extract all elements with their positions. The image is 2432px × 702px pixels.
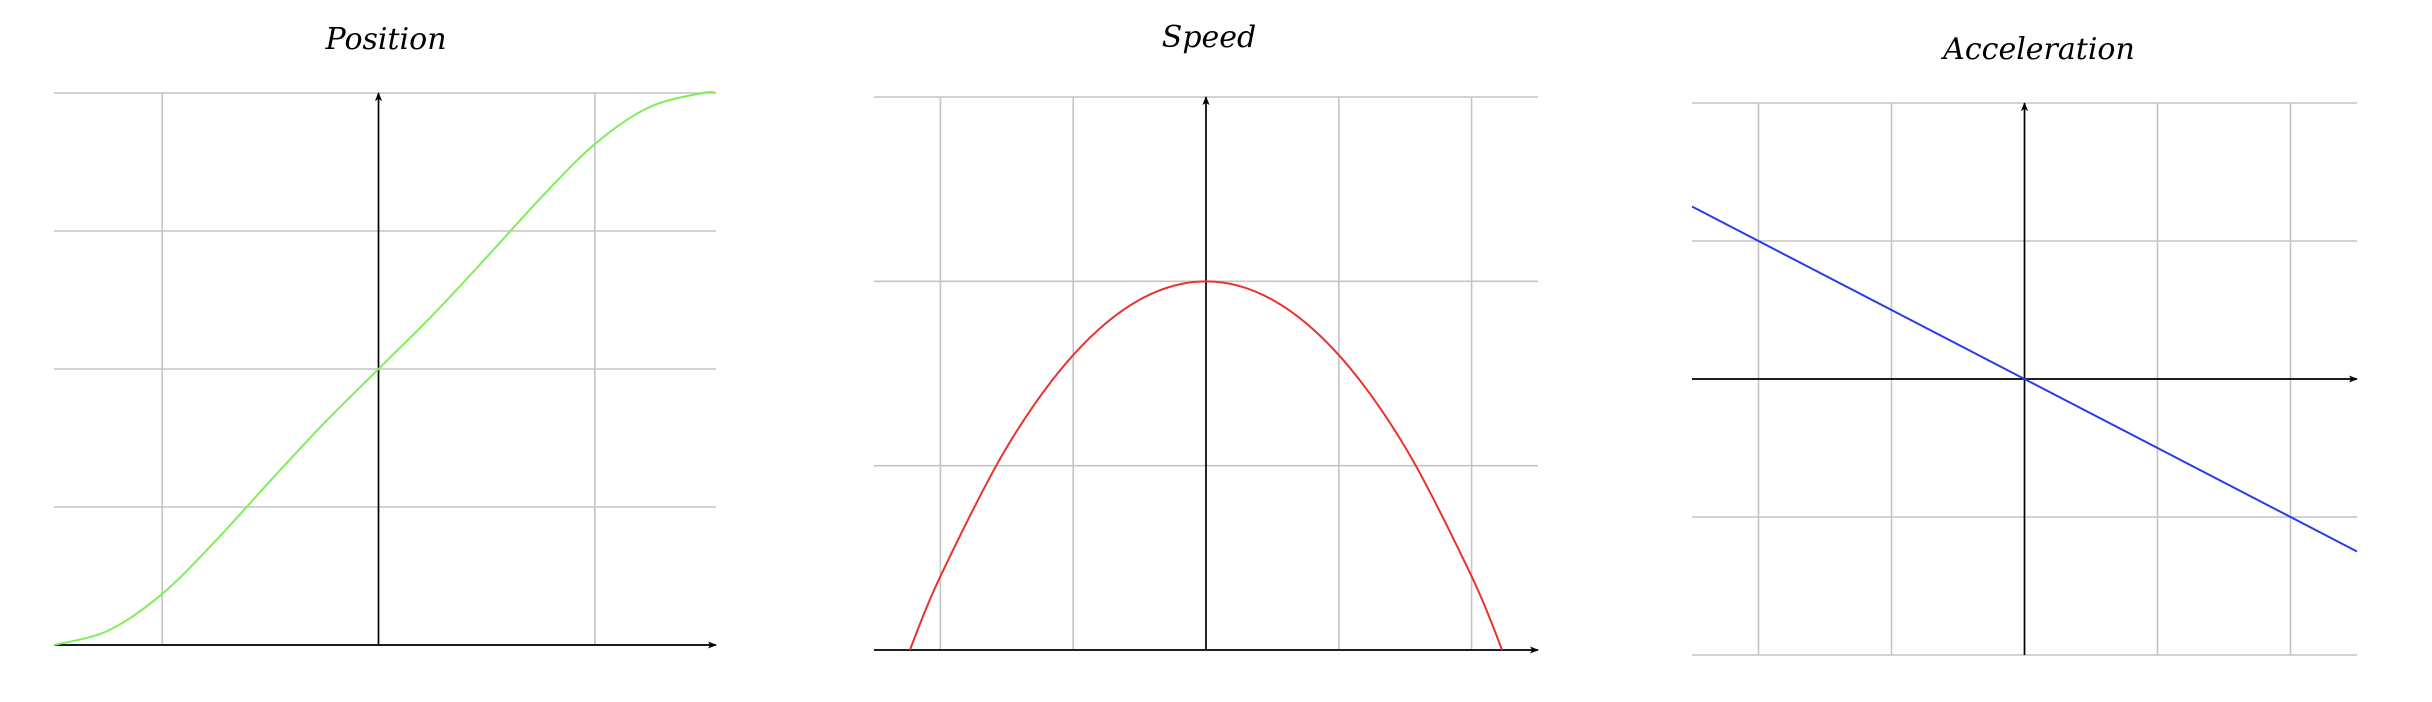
- acceleration-curve: [1691, 205, 2358, 553]
- position-chart-title: Position: [325, 22, 447, 57]
- speed-curve: [908, 280, 1504, 651]
- speed-chart-title: Speed: [1161, 20, 1257, 55]
- acceleration-chart-title: Acceleration: [1943, 32, 2135, 67]
- position-curve: [53, 90, 717, 646]
